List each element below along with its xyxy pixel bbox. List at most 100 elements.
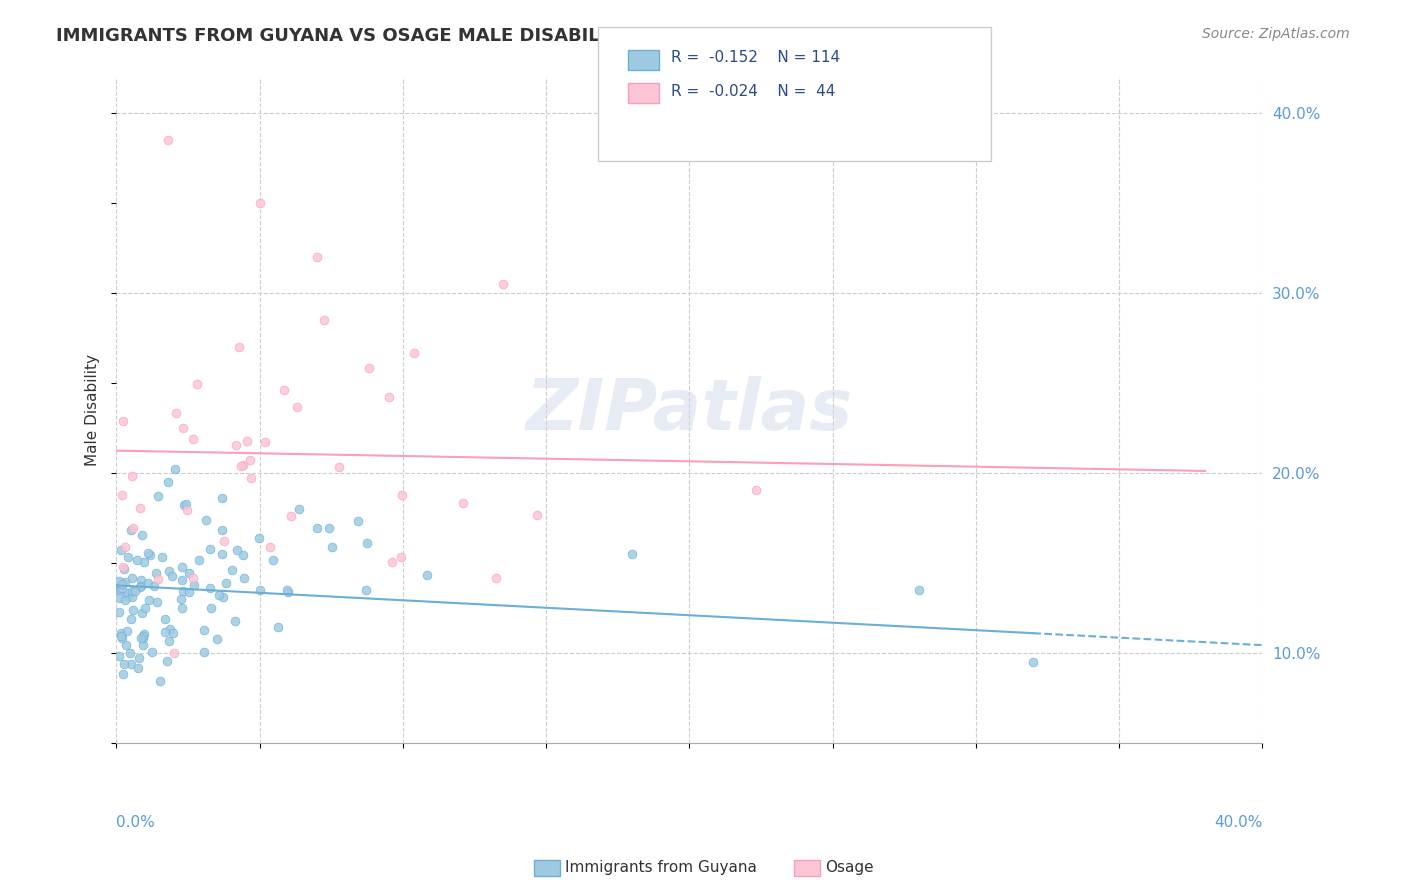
Point (139, 548, 162, 562)
Point (149, 673, 172, 688)
Point (356, 583, 378, 598)
Point (111, 414, 134, 428)
Point (143, 579, 166, 593)
Point (114, 575, 136, 590)
Point (111, 582, 134, 596)
Point (132, 629, 155, 643)
Point (134, 601, 156, 615)
Point (221, 563, 243, 577)
Point (181, 571, 204, 585)
Text: Immigrants from Guyana: Immigrants from Guyana (565, 861, 756, 875)
Point (391, 488, 413, 502)
Point (318, 521, 340, 535)
Point (215, 575, 238, 590)
Point (177, 585, 200, 599)
Point (259, 541, 281, 555)
Point (108, 648, 131, 663)
Point (108, 591, 131, 605)
Point (120, 612, 142, 626)
Point (193, 623, 215, 637)
Point (285, 400, 308, 414)
Point (121, 469, 143, 483)
Point (416, 568, 439, 582)
Point (141, 644, 163, 658)
Point (212, 534, 235, 549)
Point (131, 606, 153, 620)
Point (129, 573, 152, 587)
Point (131, 527, 153, 541)
Point (111, 577, 134, 591)
Text: R =  -0.024    N =  44: R = -0.024 N = 44 (671, 85, 835, 99)
Point (136, 546, 159, 560)
Point (110, 488, 132, 502)
Point (124, 584, 146, 599)
Point (183, 577, 205, 591)
Point (357, 360, 380, 375)
Point (262, 553, 284, 567)
Point (187, 553, 209, 567)
Point (200, 601, 222, 615)
Point (111, 666, 134, 681)
Point (108, 574, 131, 588)
Point (205, 632, 228, 647)
Point (114, 562, 136, 576)
Point (162, 569, 184, 583)
Point (121, 590, 143, 604)
Point (108, 582, 131, 596)
Text: Source: ZipAtlas.com: Source: ZipAtlas.com (1202, 27, 1350, 41)
Point (451, 496, 474, 510)
Point (172, 421, 194, 435)
Point (280, 509, 302, 524)
Point (194, 513, 217, 527)
Point (150, 549, 173, 564)
Point (129, 579, 152, 593)
Point (136, 576, 159, 591)
Point (134, 555, 156, 569)
Point (745, 483, 768, 498)
Point (146, 573, 169, 587)
Point (907, 583, 929, 598)
Point (172, 584, 194, 599)
Point (165, 406, 187, 420)
Point (165, 462, 187, 476)
Point (112, 657, 135, 672)
Point (356, 536, 378, 550)
Point (115, 585, 138, 599)
Point (111, 559, 134, 574)
Point (266, 620, 288, 634)
Point (232, 548, 254, 562)
Point (314, 312, 336, 326)
Point (129, 580, 152, 594)
Point (156, 654, 179, 668)
Point (186, 377, 208, 392)
Point (170, 560, 193, 574)
Point (239, 452, 262, 467)
Point (157, 633, 180, 648)
Point (111, 632, 134, 646)
Text: 40.0%: 40.0% (1215, 815, 1263, 830)
Point (321, 540, 343, 554)
Point (122, 520, 145, 534)
Text: ZIPatlas: ZIPatlas (526, 376, 853, 445)
Point (118, 646, 141, 660)
Point (117, 549, 139, 564)
Point (328, 460, 350, 475)
Point (239, 471, 262, 485)
Point (174, 497, 197, 511)
Point (125, 553, 148, 567)
Point (288, 502, 311, 516)
Point (232, 458, 254, 472)
Point (198, 542, 221, 557)
Point (173, 498, 195, 512)
Point (181, 432, 204, 446)
Point (128, 501, 150, 516)
Point (115, 624, 138, 639)
Point (249, 196, 271, 211)
Point (305, 251, 328, 265)
Point (208, 588, 231, 602)
Point (108, 583, 131, 598)
Point (228, 340, 250, 354)
Point (108, 605, 131, 619)
Point (233, 571, 256, 585)
Point (277, 585, 299, 599)
